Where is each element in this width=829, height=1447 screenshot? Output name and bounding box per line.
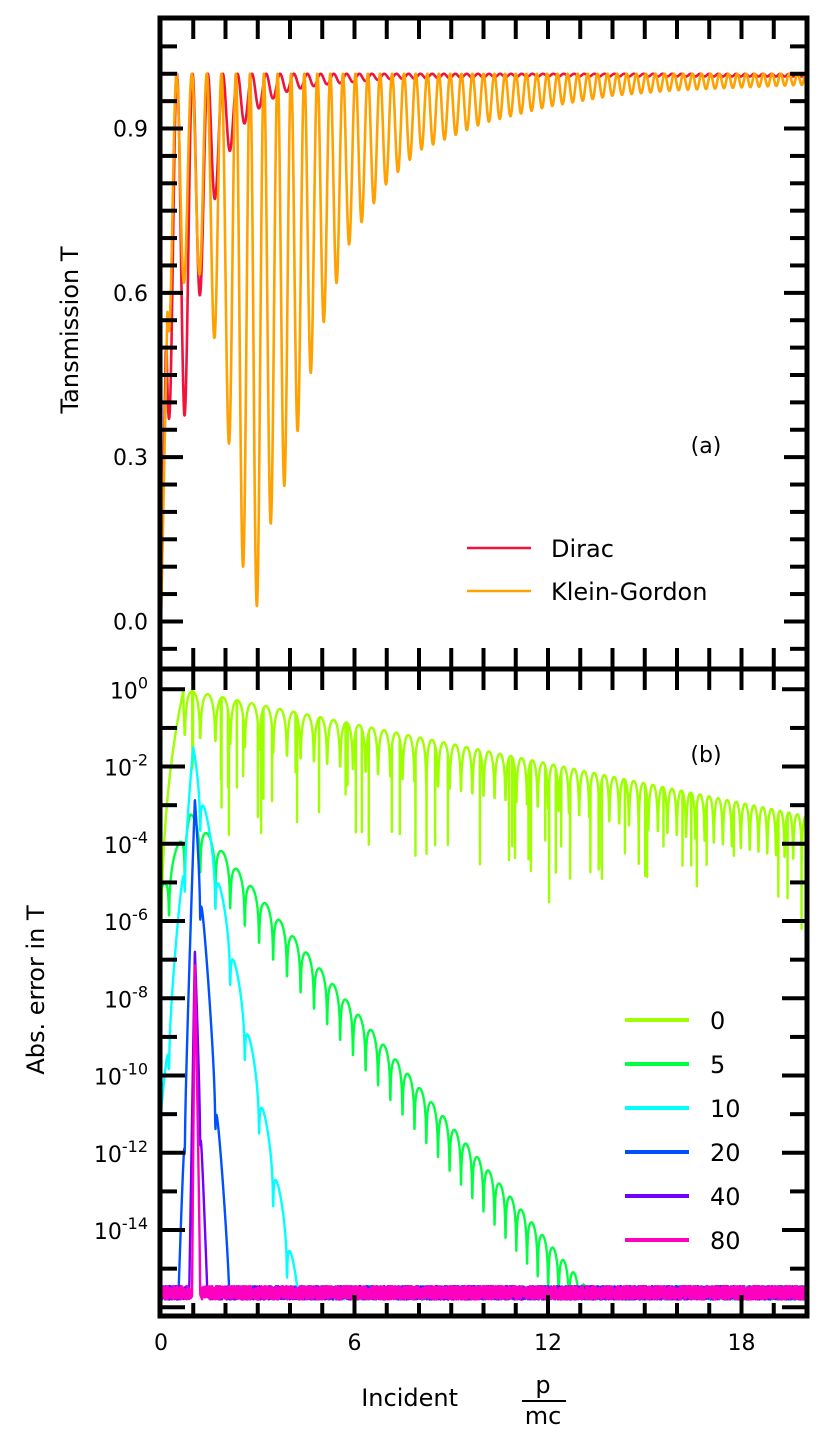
legend-label-5: 5 bbox=[710, 1051, 725, 1079]
legend-label-0: 0 bbox=[710, 1007, 725, 1035]
x-tick-label: 6 bbox=[348, 1331, 362, 1356]
legend-label-dirac: Dirac bbox=[551, 535, 614, 563]
series-line-80 bbox=[161, 964, 807, 1301]
legend-label-10: 10 bbox=[710, 1095, 741, 1123]
x-axis-label-denominator: mc bbox=[525, 1402, 562, 1430]
series-line-klein-gordon bbox=[161, 72, 807, 622]
x-tick-label: 0 bbox=[154, 1331, 168, 1356]
y-tick-label: 10-4 bbox=[104, 828, 148, 859]
transmission-panel: 0.0 0.3 0.6 0.9 Tansmission T (a) Dirac Klei… bbox=[56, 19, 807, 668]
error-y-axis-label: Abs. error in T bbox=[22, 905, 50, 1075]
legend-label-klein-gordon: Klein-Gordon bbox=[551, 578, 707, 606]
y-tick-label: 0.9 bbox=[113, 118, 148, 143]
y-tick-label: 10-2 bbox=[104, 751, 148, 782]
x-axis-label-numerator: p bbox=[535, 1371, 550, 1399]
y-tick-label: 10-12 bbox=[94, 1137, 148, 1168]
panel-b-frame bbox=[157, 666, 810, 1319]
error-legend: 0 5 10 20 40 80 bbox=[625, 1007, 741, 1255]
y-tick-label: 0.0 bbox=[113, 610, 148, 635]
panel-a-tag: (a) bbox=[691, 434, 722, 459]
y-tick-label: 0.6 bbox=[113, 282, 148, 307]
series-line-0 bbox=[161, 688, 807, 999]
legend-label-20: 20 bbox=[710, 1139, 741, 1167]
x-tick-label: 18 bbox=[728, 1331, 756, 1356]
x-tick-label: 12 bbox=[534, 1331, 562, 1356]
series-line-20 bbox=[161, 798, 807, 1301]
panel-b-tag: (b) bbox=[690, 743, 721, 768]
y-tick-label: 10-10 bbox=[94, 1060, 148, 1091]
legend-label-40: 40 bbox=[710, 1183, 741, 1211]
y-tick-label: 10-6 bbox=[104, 905, 148, 936]
y-tick-label: 0.3 bbox=[113, 446, 148, 471]
y-tick-label: 100 bbox=[110, 673, 148, 704]
transmission-legend: Dirac Klein-Gordon bbox=[467, 535, 707, 606]
transmission-y-axis-label: Tansmission T bbox=[56, 246, 84, 414]
x-axis-label-text: Incident bbox=[361, 1384, 458, 1412]
x-axis-label: Incident p mc bbox=[361, 1371, 566, 1430]
y-tick-label: 10-14 bbox=[94, 1214, 148, 1245]
legend-label-80: 80 bbox=[710, 1227, 741, 1255]
y-tick-label: 10-8 bbox=[104, 982, 148, 1013]
